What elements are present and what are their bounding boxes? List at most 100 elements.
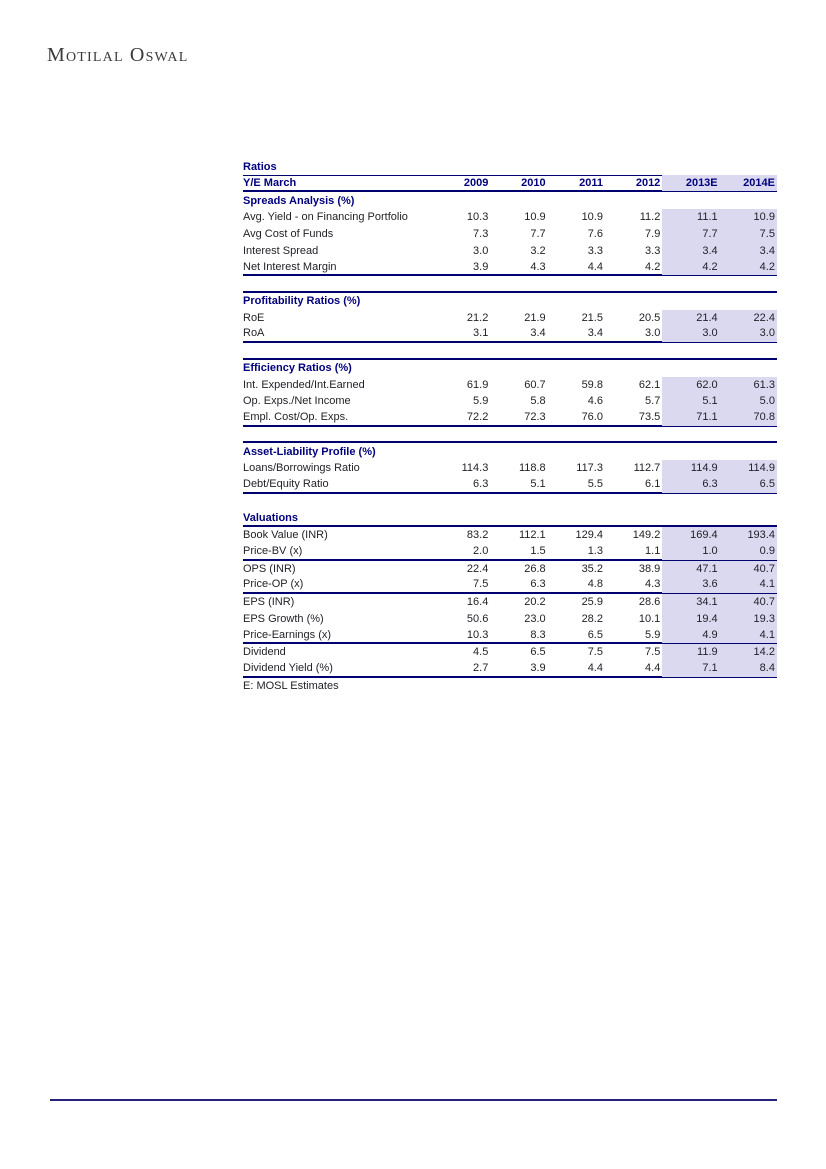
metric-value: 5.5 xyxy=(587,478,603,491)
metric-value: 3.4 xyxy=(530,327,546,340)
year-column-header: 2011 xyxy=(579,176,603,189)
metric-value: 129.4 xyxy=(575,529,603,542)
metric-value: 117.3 xyxy=(576,462,603,475)
metric-value: 7.5 xyxy=(473,578,489,591)
data-row: Book Value (INR) 83.2 112.1 129.4 149.2 169.4… xyxy=(243,527,777,544)
data-row: Interest Spread 3.0 3.2 3.3 3.3 3.4 3.4 xyxy=(243,242,777,260)
metric-label: EPS (INR) xyxy=(243,596,295,609)
data-row: Op. Exps./Net Income 5.9 5.8 4.6 5.7 5.1 5.0 xyxy=(243,393,777,410)
metric-value: 50.6 xyxy=(466,612,489,625)
metric-value: 7.5 xyxy=(645,646,661,659)
year-end-label: Y/E March xyxy=(243,176,297,189)
section-title: Valuations xyxy=(243,511,299,524)
metric-value: 61.3 xyxy=(719,376,777,394)
metric-value: 114.9 xyxy=(719,460,777,477)
metric-value: 6.3 xyxy=(530,578,546,591)
metric-value: 7.9 xyxy=(645,228,661,241)
estimates-footnote: E: MOSL Estimates xyxy=(243,679,339,692)
table-title-row: Ratios xyxy=(243,159,777,176)
metric-value: 7.7 xyxy=(530,228,546,241)
metric-value: 10.9 xyxy=(719,209,777,226)
section-header-row: Asset-Liability Profile (%) xyxy=(243,443,777,460)
metric-value: 4.4 xyxy=(587,662,603,675)
data-row: RoE 21.2 21.9 21.5 20.5 21.4 22.4 xyxy=(243,309,777,327)
section-header-row: Spreads Analysis (%) xyxy=(243,192,777,209)
data-row: Dividend 4.5 6.5 7.5 7.5 11.9 14.2 xyxy=(243,644,777,661)
metric-value: 2.7 xyxy=(473,662,489,675)
metric-value: 1.5 xyxy=(530,545,546,558)
metric-value: 11.2 xyxy=(639,211,661,224)
data-row: Net Interest Margin 3.9 4.3 4.4 4.2 4.2 4.2 xyxy=(243,258,777,277)
metric-value: 7.1 xyxy=(662,660,720,677)
metric-value: 4.5 xyxy=(473,646,489,659)
data-row: EPS Growth (%) 50.6 23.0 28.2 10.1 19.4 19.3 xyxy=(243,610,777,628)
metric-value: 19.3 xyxy=(719,610,777,628)
data-row: Loans/Borrowings Ratio 114.3 118.8 117.3 112… xyxy=(243,460,777,477)
metric-value: 3.9 xyxy=(473,260,489,273)
metric-value: 73.5 xyxy=(638,411,661,424)
metric-value: 10.1 xyxy=(638,612,661,625)
data-row: Debt/Equity Ratio 6.3 5.1 5.5 6.1 6.3 6.5 xyxy=(243,476,777,494)
metric-label: RoA xyxy=(243,327,265,340)
metric-value: 14.2 xyxy=(719,644,777,661)
section-header-row: Valuations xyxy=(243,510,777,528)
metric-value: 6.3 xyxy=(473,478,489,491)
metric-value: 5.7 xyxy=(645,395,661,408)
metric-value: 169.4 xyxy=(662,527,720,544)
metric-label: Avg Cost of Funds xyxy=(243,228,334,241)
metric-value: 10.9 xyxy=(524,211,546,224)
data-row: Dividend Yield (%) 2.7 3.9 4.4 4.4 7.1 8.4 xyxy=(243,660,777,678)
metric-value: 149.2 xyxy=(632,529,661,542)
metric-label: EPS Growth (%) xyxy=(243,612,324,625)
data-row: Price-OP (x) 7.5 6.3 4.8 4.3 3.6 4.1 xyxy=(243,576,777,595)
metric-value: 3.4 xyxy=(662,242,720,260)
metric-value: 4.1 xyxy=(719,576,777,593)
section-spacer-row xyxy=(243,276,777,293)
metric-value: 21.9 xyxy=(524,311,546,324)
metric-value: 10.3 xyxy=(466,211,489,224)
metric-value: 3.3 xyxy=(587,244,603,257)
metric-value: 4.8 xyxy=(587,578,603,591)
metric-value: 62.1 xyxy=(638,378,661,391)
metric-value: 35.2 xyxy=(581,562,603,575)
metric-value: 3.0 xyxy=(662,325,720,342)
section-title: Efficiency Ratios (%) xyxy=(243,361,352,374)
metric-label: Price-OP (x) xyxy=(243,578,304,591)
data-row: Int. Expended/Int.Earned 61.9 60.7 59.8 62.1… xyxy=(243,376,777,394)
metric-value: 7.7 xyxy=(662,226,720,243)
table-header-row: Y/E March 2009 2010 2011 2012 2013E 2014E xyxy=(243,174,777,193)
metric-value: 70.8 xyxy=(719,409,777,426)
metric-value: 20.2 xyxy=(524,596,546,609)
data-row: RoA 3.1 3.4 3.4 3.0 3.0 3.0 xyxy=(243,325,777,344)
metric-value: 3.0 xyxy=(719,325,777,342)
metric-value: 20.5 xyxy=(638,311,661,324)
metric-value: 28.6 xyxy=(638,596,661,609)
metric-value: 16.4 xyxy=(466,596,489,609)
ratios-table: Ratios Y/E March 2009 2010 2011 2012 2013E 2014… xyxy=(243,159,777,695)
metric-value: 40.7 xyxy=(719,594,777,611)
metric-value: 112.1 xyxy=(518,529,546,542)
metric-value: 3.4 xyxy=(587,327,603,340)
section-header-row: Profitability Ratios (%) xyxy=(243,293,777,310)
section-title: Profitability Ratios (%) xyxy=(243,294,361,307)
metric-label: Debt/Equity Ratio xyxy=(243,478,329,491)
metric-label: OPS (INR) xyxy=(243,562,296,575)
metric-value: 22.4 xyxy=(719,309,777,327)
metric-value: 4.4 xyxy=(645,662,661,675)
metric-value: 83.2 xyxy=(466,529,489,542)
year-column-header: 2013E xyxy=(662,174,720,192)
section-title: Spreads Analysis (%) xyxy=(243,194,355,207)
metric-value: 21.4 xyxy=(662,309,720,327)
metric-value: 2.0 xyxy=(473,545,489,558)
metric-value: 4.1 xyxy=(719,626,777,644)
metric-value: 34.1 xyxy=(662,594,720,611)
metric-value: 11.1 xyxy=(662,209,720,226)
metric-value: 3.2 xyxy=(530,244,546,257)
metric-value: 25.9 xyxy=(581,596,603,609)
metric-label: Net Interest Margin xyxy=(243,260,337,273)
metric-value: 3.3 xyxy=(645,244,661,257)
metric-value: 3.1 xyxy=(473,327,489,340)
metric-label: Op. Exps./Net Income xyxy=(243,395,351,408)
metric-value: 118.8 xyxy=(518,462,546,475)
metric-value: 71.1 xyxy=(662,409,720,426)
